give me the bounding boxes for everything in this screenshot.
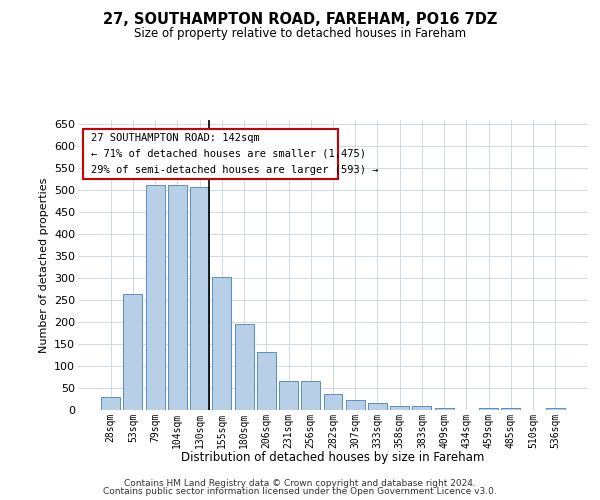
Text: 27, SOUTHAMPTON ROAD, FAREHAM, PO16 7DZ: 27, SOUTHAMPTON ROAD, FAREHAM, PO16 7DZ xyxy=(103,12,497,28)
Bar xyxy=(412,406,431,410)
Bar xyxy=(212,278,231,410)
FancyBboxPatch shape xyxy=(83,128,338,180)
Text: Distribution of detached houses by size in Fareham: Distribution of detached houses by size … xyxy=(181,451,485,464)
Bar xyxy=(502,408,520,410)
Bar xyxy=(479,408,498,410)
Bar xyxy=(301,382,320,410)
Text: 27 SOUTHAMPTON ROAD: 142sqm: 27 SOUTHAMPTON ROAD: 142sqm xyxy=(91,133,260,143)
Bar xyxy=(190,187,209,410)
Text: Contains HM Land Registry data © Crown copyright and database right 2024.: Contains HM Land Registry data © Crown c… xyxy=(124,478,476,488)
Bar xyxy=(168,186,187,410)
Bar xyxy=(101,397,120,410)
Bar xyxy=(124,294,142,410)
Bar xyxy=(279,382,298,410)
Text: Size of property relative to detached houses in Fareham: Size of property relative to detached ho… xyxy=(134,28,466,40)
Text: Contains public sector information licensed under the Open Government Licence v3: Contains public sector information licen… xyxy=(103,487,497,496)
Bar xyxy=(235,324,254,410)
Bar xyxy=(546,408,565,410)
Bar xyxy=(368,404,387,410)
Text: 29% of semi-detached houses are larger (593) →: 29% of semi-detached houses are larger (… xyxy=(91,165,378,175)
Bar xyxy=(435,408,454,410)
Bar xyxy=(390,406,409,410)
Text: ← 71% of detached houses are smaller (1,475): ← 71% of detached houses are smaller (1,… xyxy=(91,149,366,159)
Bar xyxy=(346,400,365,410)
Y-axis label: Number of detached properties: Number of detached properties xyxy=(38,178,49,352)
Bar xyxy=(146,186,164,410)
Bar xyxy=(257,352,276,410)
Bar xyxy=(323,394,343,410)
